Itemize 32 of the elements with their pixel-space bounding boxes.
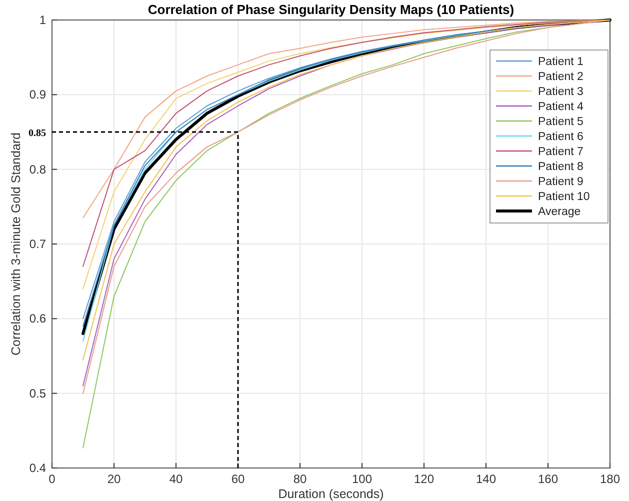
x-axis-title: Duration (seconds) xyxy=(278,487,384,501)
ref-line-label: 0.85 xyxy=(28,128,46,139)
legend-label: Average xyxy=(538,206,581,218)
y-tick-label: 0.4 xyxy=(29,461,46,475)
y-tick-label: 0.9 xyxy=(29,88,46,102)
legend-label: Patient 7 xyxy=(538,146,584,158)
y-tick-label: 1 xyxy=(39,13,46,27)
x-tick-label: 40 xyxy=(169,472,183,486)
legend-label: Patient 5 xyxy=(538,116,584,128)
x-tick-label: 100 xyxy=(352,472,372,486)
x-tick-label: 180 xyxy=(600,472,620,486)
x-tick-label: 20 xyxy=(107,472,121,486)
chart-title: Correlation of Phase Singularity Density Maps (10 Patients) xyxy=(148,2,514,17)
y-tick-label: 0.8 xyxy=(29,162,46,176)
legend-label: Patient 6 xyxy=(538,131,584,143)
x-tick-label: 80 xyxy=(293,472,307,486)
x-tick-label: 120 xyxy=(414,472,434,486)
legend-label: Patient 2 xyxy=(538,71,584,83)
y-axis-title: Correlation with 3-minute Gold Standard xyxy=(9,132,23,356)
y-tick-label: 0.6 xyxy=(29,312,46,326)
x-tick-label: 0 xyxy=(48,472,56,486)
legend-label: Patient 1 xyxy=(538,56,584,68)
x-tick-label: 160 xyxy=(538,472,558,486)
y-tick-label: 0.5 xyxy=(29,386,46,400)
x-tick-label: 140 xyxy=(476,472,496,486)
legend-label: Patient 3 xyxy=(538,86,584,98)
legend-label: Patient 8 xyxy=(538,161,584,173)
legend-label: Patient 10 xyxy=(538,191,590,203)
x-tick-label: 60 xyxy=(231,472,245,486)
y-tick-label: 0.7 xyxy=(29,237,46,251)
legend-label: Patient 4 xyxy=(538,101,584,113)
legend-label: Patient 9 xyxy=(538,176,584,188)
